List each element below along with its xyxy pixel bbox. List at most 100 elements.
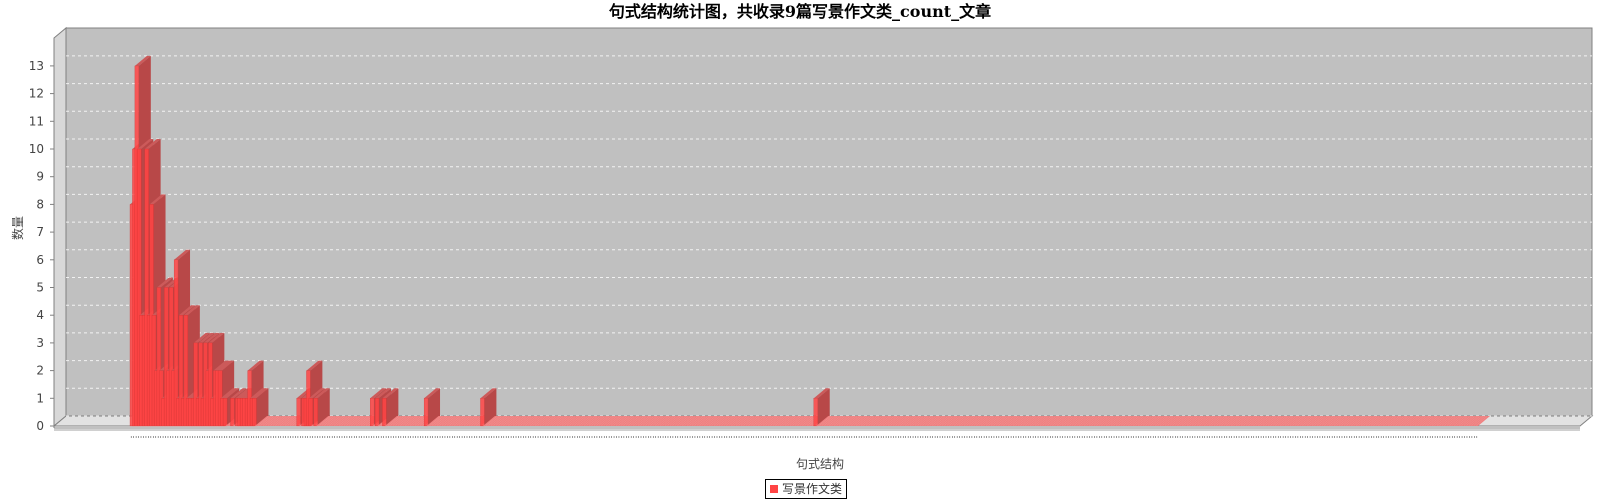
bar-zero [1473,416,1488,426]
bar-zero [1453,416,1468,426]
bar-zero [664,416,679,426]
bar [710,416,726,426]
bar [1392,416,1407,426]
bar-zero [580,416,596,426]
bar-zero [1348,416,1363,426]
bar [509,416,525,426]
bar [1093,416,1108,426]
bar-zero [353,416,368,426]
bar [1161,416,1177,426]
bar-zero [872,416,888,426]
bar [750,416,765,426]
bar [465,416,481,426]
bar-zero [769,416,785,426]
bar [718,416,733,426]
bar-zero [392,416,407,426]
bar-top [230,388,247,399]
bar-zero [799,416,814,426]
bar [1394,416,1410,426]
bar-zero [821,416,836,426]
bar [279,416,294,426]
bar [561,416,576,426]
bar-front [252,398,257,427]
bar-zero [1090,416,1106,426]
bar-zero [632,416,647,426]
bar [941,416,956,426]
bar [669,416,684,426]
legend-swatch [770,485,778,493]
bar [1441,416,1456,426]
bar [936,416,951,426]
bar-zero [688,416,704,426]
bar-zero [1098,416,1113,426]
y-tick-label: 2 [36,364,44,378]
bar [348,416,363,426]
bar [1134,416,1150,426]
bar-zero [262,416,277,426]
bar-zero [274,416,290,426]
bar [701,416,716,426]
bar-zero [656,416,672,426]
bar [963,416,978,426]
bar-zero [654,416,669,426]
bar-zero [963,416,978,426]
bar-zero [647,416,662,426]
bar-zero [1144,416,1160,426]
bar [928,416,944,426]
bar [887,416,902,426]
bar-zero [1468,416,1483,426]
bar-zero [446,416,461,426]
bar [926,416,941,426]
bar [326,416,341,426]
bar [894,416,910,426]
bar [1095,416,1111,426]
bar-zero [980,416,995,426]
bar [1419,416,1434,426]
bar [647,416,662,426]
bar [757,416,772,426]
bar-top [252,388,269,399]
bar-zero [490,416,505,426]
bar-zero [583,416,598,426]
bar-zero [674,416,689,426]
bar [409,416,424,426]
bar-zero [774,416,790,426]
bar-zero [1328,416,1343,426]
bar [1159,416,1174,426]
bar-zero [531,416,547,426]
bar-zero [875,416,890,426]
bar [1215,416,1231,426]
bar-zero [955,416,971,426]
bar-zero [921,416,937,426]
bar [1259,416,1275,426]
bar-zero [720,416,736,426]
bar [1318,416,1334,426]
bar [1406,416,1422,426]
bar [774,416,790,426]
bar [512,416,527,426]
bar [1230,416,1245,426]
bar-zero [1409,416,1424,426]
bar-zero [1247,416,1263,426]
bar-zero [529,416,544,426]
bar-zero [1205,416,1221,426]
bar-zero [1186,416,1201,426]
bar [1105,416,1120,426]
bar-zero [541,416,557,426]
bar [544,416,559,426]
bar [973,416,988,426]
bar [500,416,515,426]
bar-front [480,398,485,427]
bar-zero [1134,416,1150,426]
bar [1107,416,1123,426]
bar [1164,416,1179,426]
bar-zero [742,416,758,426]
bar [1384,416,1400,426]
bar-zero [1027,416,1042,426]
bar-zero [713,416,728,426]
bar-top [144,139,161,149]
bar-zero [953,416,968,426]
bar-zero [321,416,336,426]
bar [627,416,642,426]
bar [1201,416,1216,426]
